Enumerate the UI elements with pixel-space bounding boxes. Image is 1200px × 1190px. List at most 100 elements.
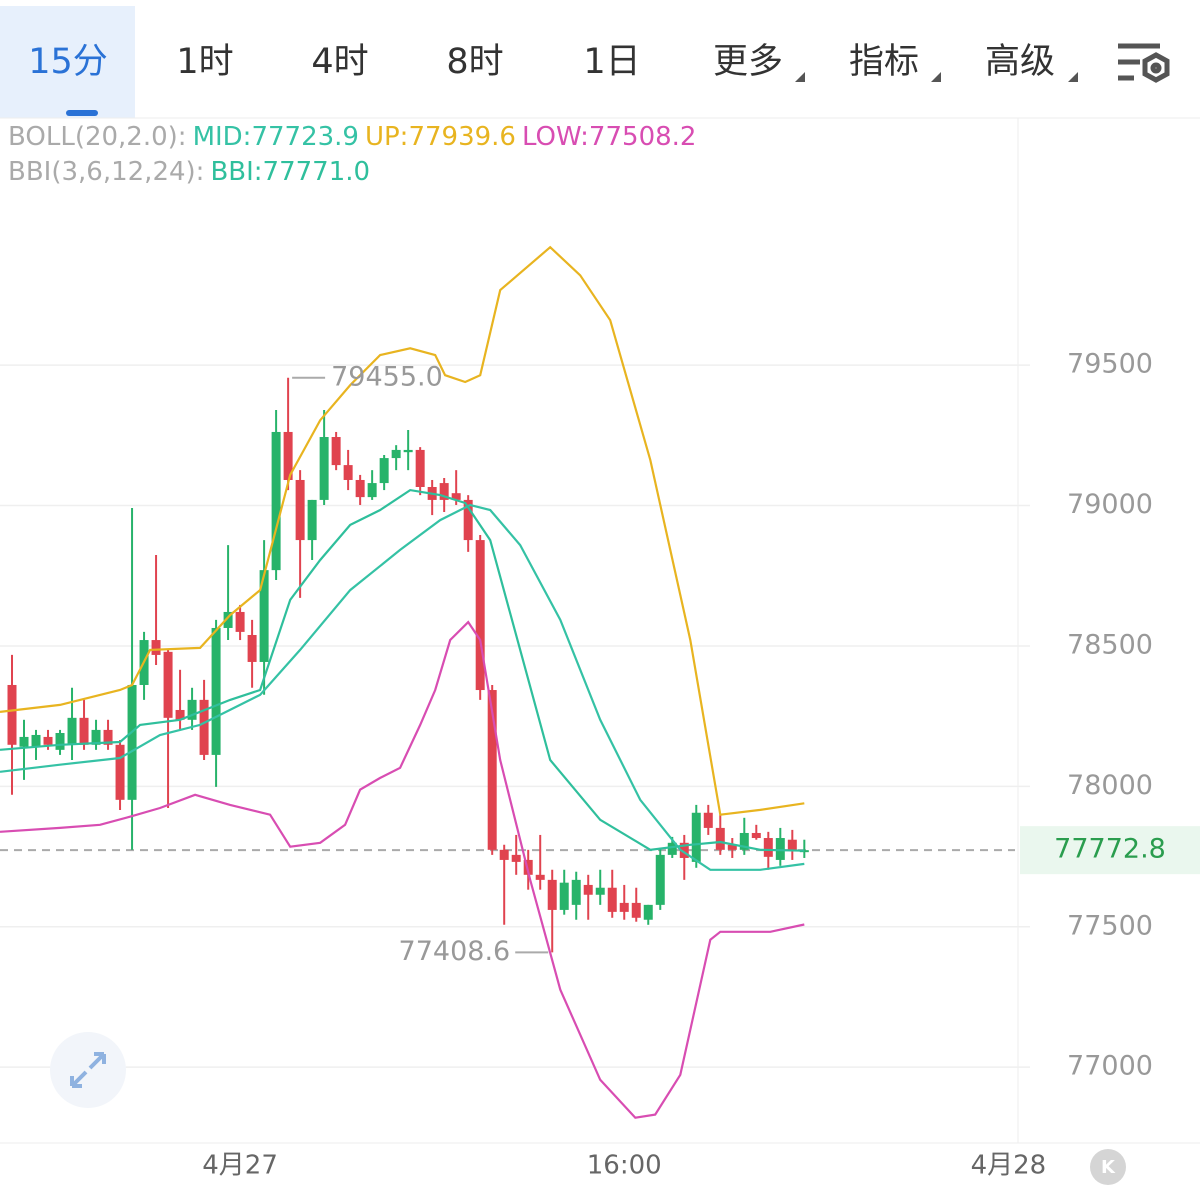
y-tick-label: 78000 [1067, 770, 1153, 801]
tab[interactable]: 更多 [713, 42, 783, 82]
candle-body [391, 449, 401, 459]
candle-body [307, 499, 317, 541]
y-tick-label: 79000 [1067, 489, 1153, 520]
indicator-line [0, 620, 805, 1119]
candle-body [379, 458, 389, 484]
expand-arrows [70, 1052, 106, 1088]
tab[interactable]: 4时 [311, 42, 368, 82]
candle-body [535, 874, 545, 880]
candle-body [355, 479, 365, 498]
candle-body [127, 684, 137, 800]
x-tick-label: 4月27 [202, 1151, 278, 1181]
tab[interactable]: 指标 [849, 42, 919, 82]
candle-body [55, 733, 65, 750]
candle-body [499, 849, 509, 860]
candle-body [415, 449, 425, 487]
candle-body [667, 842, 677, 855]
candle-body [463, 499, 473, 541]
candle-body [19, 736, 29, 747]
expand-bg [50, 1032, 126, 1108]
settings-icon[interactable] [1118, 43, 1170, 83]
candle-body [727, 844, 737, 850]
candle-body [199, 699, 209, 755]
candle-body [715, 827, 725, 850]
legend-entry: LOW:77508.2 [522, 122, 696, 152]
expand-button[interactable] [50, 1032, 126, 1108]
candle-body [679, 842, 689, 858]
legend-entry: MID:77723.9 [193, 122, 359, 152]
candle-body [583, 884, 593, 895]
tab[interactable]: 8时 [446, 42, 503, 82]
candle-body [655, 854, 665, 905]
tab-selected-bg [0, 6, 135, 118]
candle-body [79, 717, 89, 745]
indicator-legend: BOLL(20,2.0): MID:77723.9 UP:77939.6 LOW:77… [8, 122, 696, 152]
legend-group-label: BOLL(20,2.0): [8, 122, 187, 152]
indicator-line [0, 245, 805, 816]
candle-body [475, 540, 485, 691]
candle-body [571, 879, 581, 905]
high-annotation: 79455.0 [331, 361, 443, 392]
candle-body [103, 729, 113, 745]
candle-body [175, 709, 185, 720]
dropdown-arrow [795, 72, 805, 82]
candle-body [451, 493, 461, 500]
candle-body [163, 651, 173, 718]
y-tick-label: 79500 [1067, 349, 1153, 380]
candle-body [775, 838, 785, 860]
candle-body [343, 465, 353, 480]
icon-dot [1150, 62, 1162, 74]
candle-body [439, 483, 449, 500]
last-price-label: 77772.8 [1054, 834, 1166, 865]
legend-entry: BBI:77771.0 [210, 157, 370, 187]
k-button-label: K [1101, 1157, 1116, 1178]
candle-body [295, 479, 305, 541]
x-tick-label: 16:00 [587, 1151, 662, 1181]
candle-body [223, 611, 233, 628]
candle-body [31, 734, 41, 747]
candle-body [607, 887, 617, 912]
candle-body [43, 736, 53, 745]
candle-body [91, 729, 101, 745]
candle-body [787, 839, 797, 850]
indicator-line [0, 503, 805, 871]
last-price-box [1020, 826, 1200, 875]
tab[interactable]: 15分 [28, 42, 108, 82]
candle-body [367, 483, 377, 498]
candle-body [511, 854, 521, 862]
candle-body [331, 437, 341, 466]
candle-body [235, 611, 245, 632]
icon-hex [1142, 52, 1170, 83]
low-annotation: 77408.6 [399, 936, 511, 967]
tab[interactable]: 1时 [176, 42, 233, 82]
candle-body [691, 812, 701, 862]
dropdown-arrow [1068, 72, 1078, 82]
candle-body [631, 902, 641, 918]
tab[interactable]: 高级 [985, 42, 1055, 82]
candle-body [247, 634, 257, 662]
plot: 77000 77500 78000 78500 79000 79500 4月27 16:00 4… [0, 245, 1200, 1181]
candle-body [799, 850, 809, 853]
candle-body [547, 879, 557, 910]
indicator-line [0, 488, 805, 852]
y-tick-label: 78500 [1067, 629, 1153, 660]
tab-indicator [66, 110, 98, 116]
candle-body [619, 902, 629, 912]
candle-body [211, 627, 221, 755]
candle-body [403, 449, 413, 453]
k-button[interactable] [1090, 1149, 1126, 1185]
y-tick-label: 77500 [1067, 910, 1153, 941]
candle-body [739, 832, 749, 850]
candle-body [67, 717, 77, 745]
tab[interactable]: 1日 [583, 42, 640, 82]
x-tick-label: 4月28 [971, 1151, 1047, 1181]
legend-entry: UP:77939.6 [365, 122, 516, 152]
candle-body [763, 838, 773, 857]
legend-group-label: BBI(3,6,12,24): [8, 157, 204, 187]
candle-body [115, 744, 125, 800]
candle-body [703, 812, 713, 828]
candle-body [271, 431, 281, 571]
tab-arrows [795, 72, 1078, 82]
